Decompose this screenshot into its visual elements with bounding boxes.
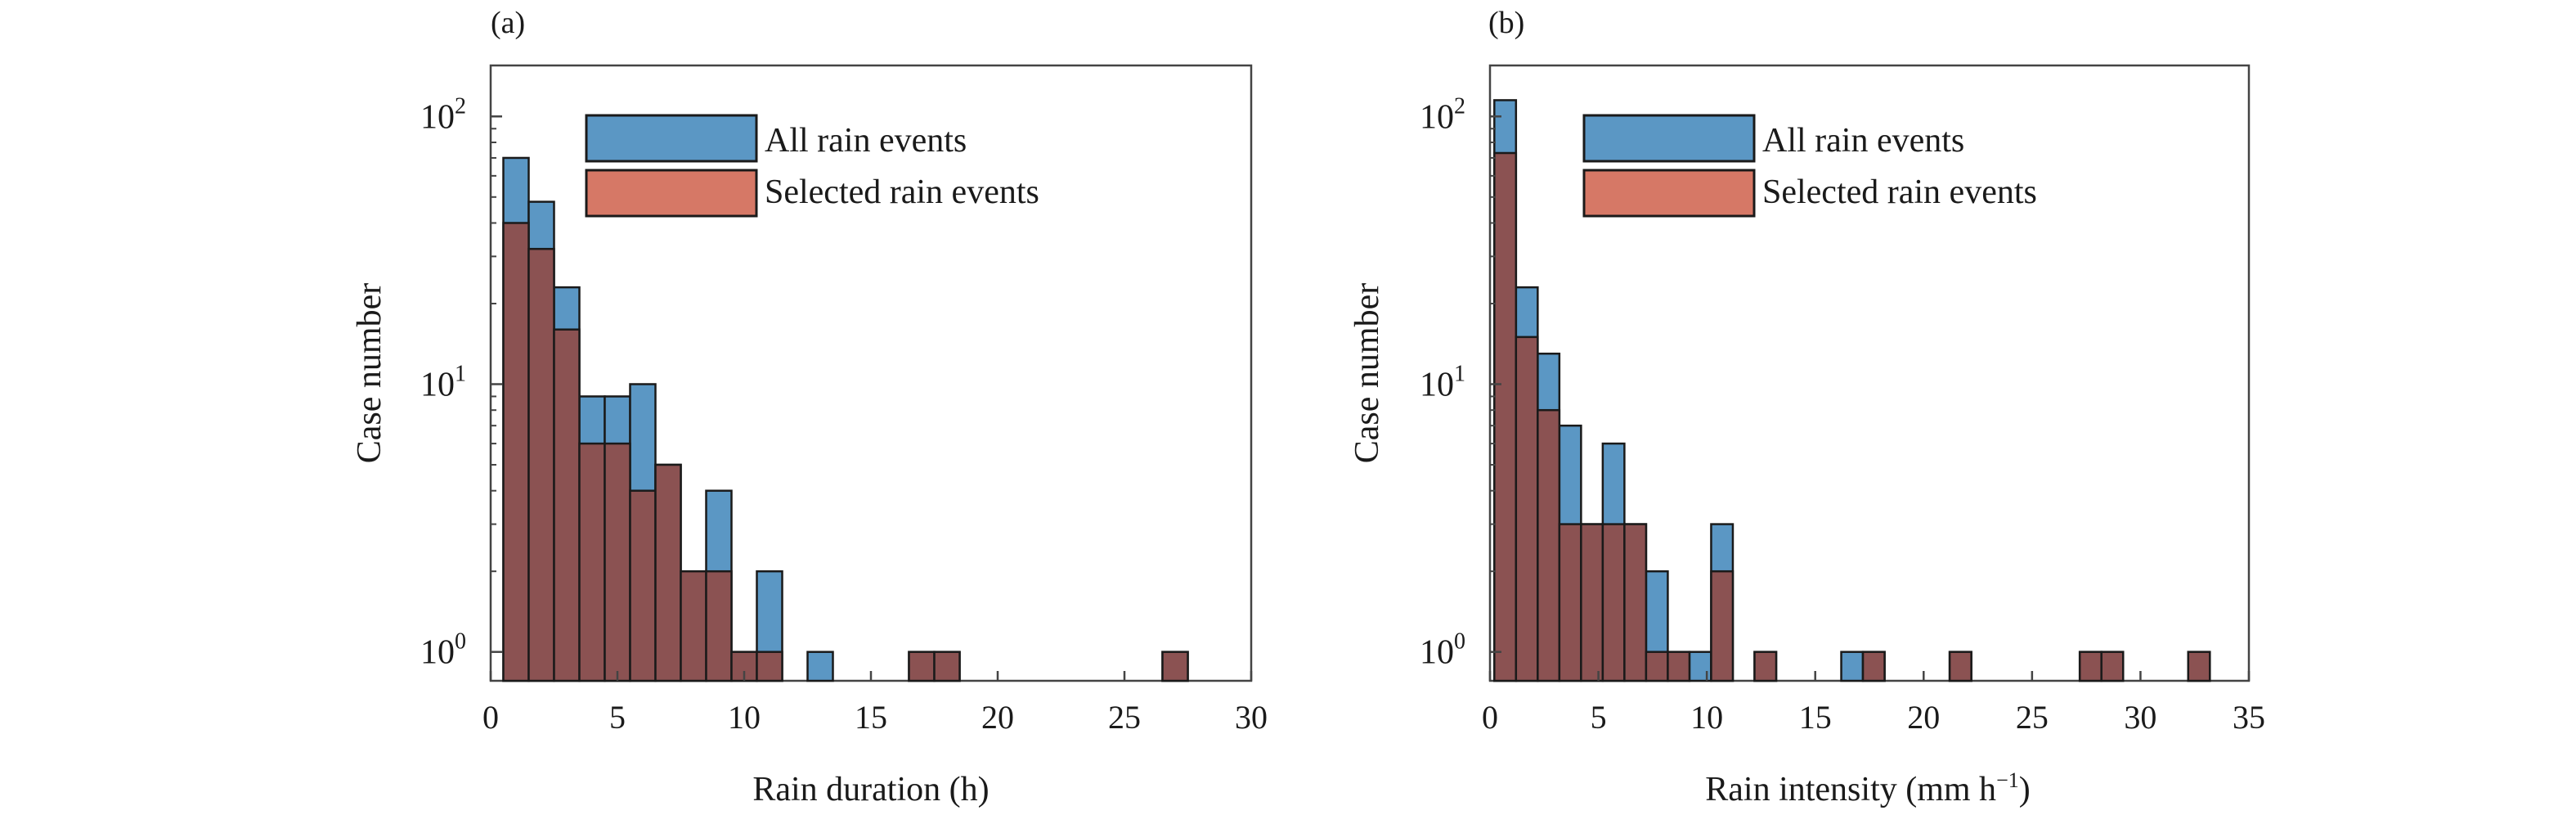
panel-b-x-ticks: 0 5 10 15 20 25 30 35 bbox=[1482, 671, 2265, 736]
panel-b-bar-selected-17 bbox=[1861, 651, 1886, 682]
panel-b-bar-selected-5 bbox=[1601, 523, 1626, 682]
panel-a-label: (a) bbox=[491, 6, 525, 40]
panel-b-bar-selected-3 bbox=[1558, 523, 1582, 682]
panel-b-bar-selected-2 bbox=[1537, 408, 1561, 682]
panel-a-y-tick-label-0: 100 bbox=[420, 629, 466, 672]
panel-a-legend: All rain events Selected rain events bbox=[585, 114, 1039, 218]
panel-b-y-tick-label-2: 102 bbox=[1420, 93, 1465, 136]
panel-b-x-tick-label-0: 0 bbox=[1482, 699, 1498, 736]
panel-a-x-axis-label: Rain duration (h) bbox=[752, 771, 989, 808]
panel-a-legend-swatch-all bbox=[585, 114, 758, 163]
panel-a-y-tick-label-2: 102 bbox=[420, 93, 466, 136]
panel-a-bar-selected-26 bbox=[1161, 651, 1189, 682]
panel-a-bar-selected-10 bbox=[756, 651, 783, 682]
panel-a-legend-label-all: All rain events bbox=[765, 122, 967, 160]
panel-b-legend-label-selected: Selected rain events bbox=[1762, 173, 2037, 211]
panel-b-bar-selected-10 bbox=[1710, 570, 1735, 682]
panel-b-bars bbox=[1493, 99, 2211, 682]
panel-b-bar-selected-0 bbox=[1493, 151, 1518, 682]
panel-a-y-tick-label-1: 101 bbox=[420, 361, 466, 403]
panel-b-bar-selected-21 bbox=[1948, 651, 1972, 682]
panel-a-bar-selected-0 bbox=[502, 222, 530, 682]
panel-b-legend-swatch-all bbox=[1582, 114, 1756, 163]
panel-a-bar-selected-6 bbox=[654, 463, 682, 682]
panel-a-bar-selected-7 bbox=[680, 570, 707, 682]
panel-b-x-tick-label-35: 35 bbox=[2233, 699, 2265, 736]
panel-a-y-ticks: 100 101 102 bbox=[420, 93, 502, 672]
panel-a-legend-label-selected: Selected rain events bbox=[765, 173, 1039, 211]
panel-a-bar-selected-3 bbox=[578, 442, 606, 682]
panel-b-bar-selected-27 bbox=[2078, 651, 2103, 682]
panel-a-bar-selected-5 bbox=[629, 489, 657, 682]
panel-b-y-tick-label-0: 100 bbox=[1420, 629, 1465, 672]
panel-b-legend-label-all: All rain events bbox=[1762, 122, 1964, 160]
panel-b-chart: (b) 0 5 10 15 20 25 30 35 100 101 102 Rain intens… bbox=[1349, 6, 2265, 808]
panel-a-bar-selected-8 bbox=[705, 570, 733, 682]
panel-a-x-tick-label-10: 10 bbox=[728, 699, 761, 736]
panel-b-bar-selected-8 bbox=[1667, 651, 1691, 682]
panel-b-bar-selected-6 bbox=[1623, 523, 1648, 682]
panel-a-bar-selected-1 bbox=[527, 247, 555, 682]
panel-b-x-axis-label-main: Rain intensity (mm h bbox=[1705, 771, 1996, 808]
panel-a-bars bbox=[502, 156, 1189, 682]
panel-a-x-tick-label-25: 25 bbox=[1108, 699, 1141, 736]
panel-a-x-tick-label-5: 5 bbox=[609, 699, 626, 736]
panel-b-x-tick-label-10: 10 bbox=[1690, 699, 1723, 736]
panel-b-legend-swatch-selected bbox=[1582, 169, 1756, 218]
panel-a-x-tick-label-15: 15 bbox=[855, 699, 887, 736]
panel-a-bar-selected-17 bbox=[933, 651, 961, 682]
panel-b-bar-all-16 bbox=[1840, 651, 1865, 682]
panel-a-bar-all-12 bbox=[806, 651, 834, 682]
panel-a-bar-selected-2 bbox=[553, 328, 581, 682]
panel-a-chart: (a) 0 5 10 15 20 25 30 100 101 102 Rain duration… bbox=[351, 6, 1268, 808]
panel-b-x-axis-label-suffix: ) bbox=[2019, 771, 2031, 808]
panel-b-x-tick-label-15: 15 bbox=[1799, 699, 1832, 736]
panel-b-bar-all-9 bbox=[1688, 651, 1712, 682]
panel-a-y-axis-label: Case number bbox=[351, 283, 388, 463]
panel-b-x-tick-label-30: 30 bbox=[2124, 699, 2156, 736]
panel-a-x-ticks: 0 5 10 15 20 25 30 bbox=[482, 671, 1268, 736]
panel-b-bar-selected-1 bbox=[1515, 335, 1539, 682]
panel-b-legend: All rain events Selected rain events bbox=[1582, 114, 2037, 218]
panel-a-legend-swatch-selected bbox=[585, 169, 758, 218]
panel-b-bar-selected-28 bbox=[2100, 651, 2125, 682]
panel-a-x-tick-label-0: 0 bbox=[482, 699, 499, 736]
panel-b-y-axis-label: Case number bbox=[1349, 283, 1386, 463]
panel-a-bar-selected-4 bbox=[604, 442, 631, 682]
panel-b-x-axis-label-sup: −1 bbox=[1996, 768, 2019, 792]
panel-b-bar-selected-32 bbox=[2187, 651, 2211, 682]
panel-a-x-tick-label-20: 20 bbox=[981, 699, 1014, 736]
panel-b-bar-selected-7 bbox=[1645, 651, 1669, 682]
panel-b-y-ticks: 100 101 102 bbox=[1420, 93, 1501, 672]
panel-b-x-tick-label-5: 5 bbox=[1591, 699, 1607, 736]
panel-b-x-tick-label-20: 20 bbox=[1907, 699, 1940, 736]
panel-a-bar-selected-16 bbox=[908, 651, 936, 682]
panel-b-x-tick-label-25: 25 bbox=[2016, 699, 2049, 736]
panel-b-y-tick-label-1: 101 bbox=[1420, 361, 1465, 403]
panel-b-label: (b) bbox=[1488, 6, 1524, 40]
panel-b-bar-selected-4 bbox=[1580, 523, 1604, 682]
panel-a-x-tick-label-30: 30 bbox=[1235, 699, 1268, 736]
panel-b-x-axis-label: Rain intensity (mm h−1) bbox=[1705, 768, 2030, 808]
panel-b-bar-selected-12 bbox=[1753, 651, 1778, 682]
